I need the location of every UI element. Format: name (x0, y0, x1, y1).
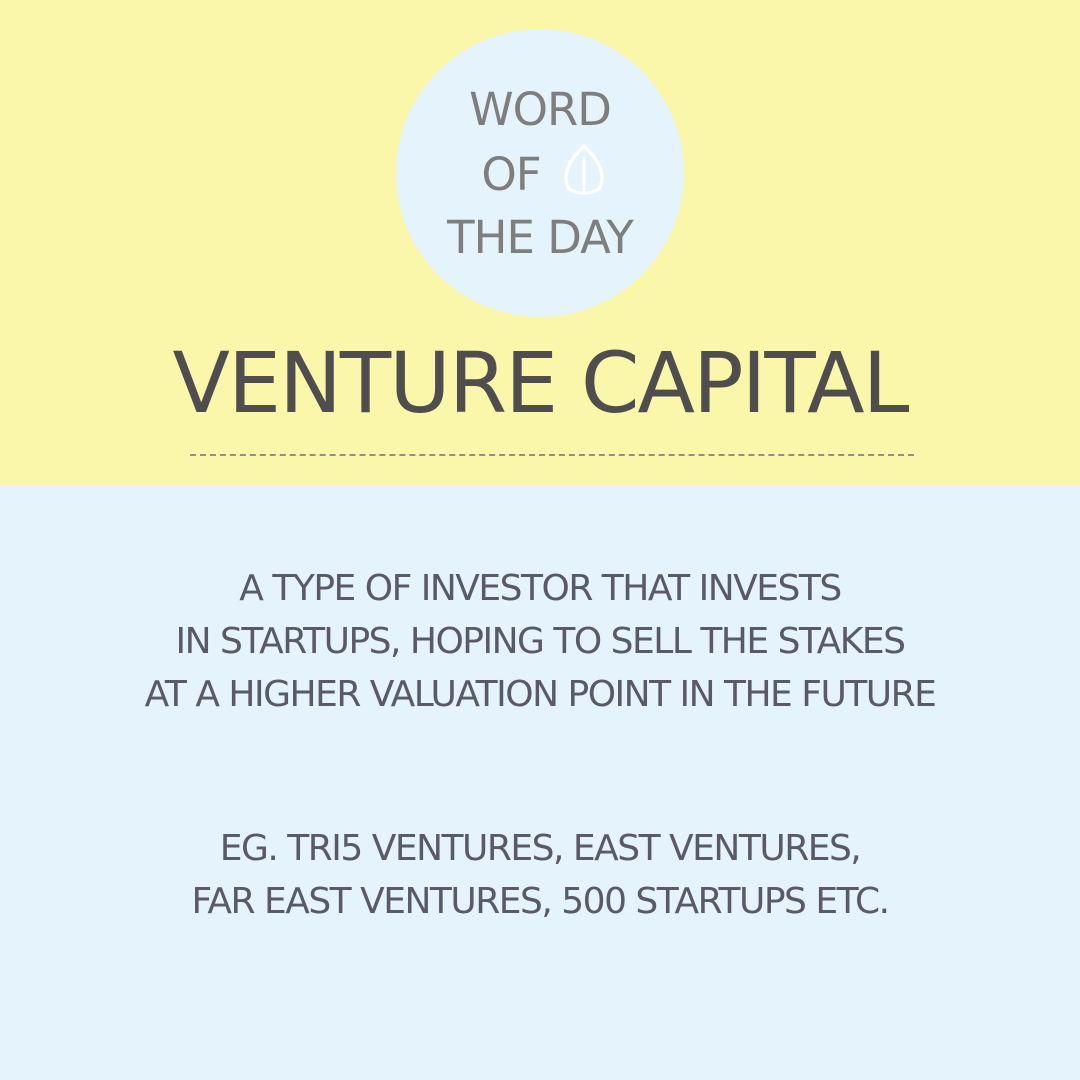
header-section: WORD OF THE DAY VENTURE CAPITAL (0, 0, 1080, 486)
term-title: VENTURE CAPITAL (172, 334, 910, 432)
badge-the-day-text: THE DAY (447, 211, 634, 264)
leaf-icon (564, 143, 604, 195)
definition-line: IN STARTUPS, HOPING TO SELL THE STAKES (175, 621, 906, 662)
badge-word-text: WORD (469, 83, 612, 136)
definition-line: A TYPE OF INVESTOR THAT INVESTS (239, 568, 842, 609)
content-section (0, 486, 1080, 1080)
word-of-the-day-badge: WORD OF THE DAY (396, 29, 684, 317)
dashed-divider (190, 454, 914, 456)
definition-line: AT A HIGHER VALUATION POINT IN THE FUTUR… (144, 674, 937, 715)
badge-of-text: OF (481, 148, 541, 201)
examples-line: FAR EAST VENTURES, 500 STARTUPS ETC. (191, 881, 890, 922)
examples-line: EG. TRI5 VENTURES, EAST VENTURES, (219, 828, 862, 869)
examples-text: EG. TRI5 VENTURES, EAST VENTURES, FAR EA… (0, 822, 1080, 928)
definition-text: A TYPE OF INVESTOR THAT INVESTS IN START… (0, 562, 1080, 721)
